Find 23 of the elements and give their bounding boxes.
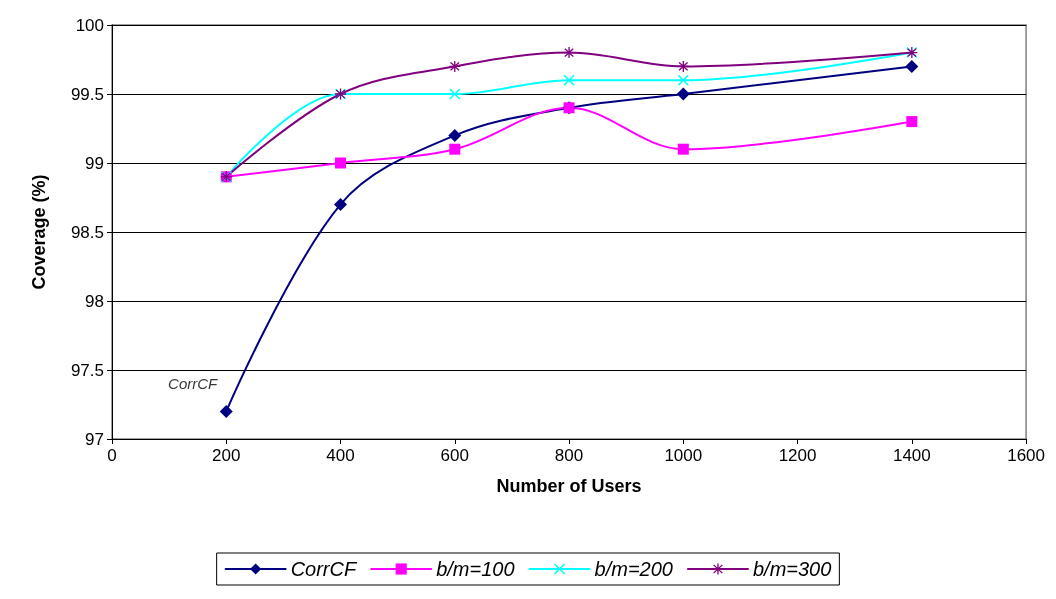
legend-label: b/m=200 <box>594 558 673 580</box>
y-tick-label: 97.5 <box>70 360 104 380</box>
y-axis-title: Coverage (%) <box>29 174 49 290</box>
y-tick-label: 97 <box>85 429 104 449</box>
x-tick-label: 1400 <box>892 446 931 465</box>
x-tick-label: 800 <box>554 446 584 465</box>
y-tick-label: 98.5 <box>70 222 104 242</box>
y-tick-label: 100 <box>75 15 104 35</box>
x-tick-label: 1000 <box>664 446 703 465</box>
legend-label: b/m=100 <box>436 558 515 580</box>
y-tick-label: 99.5 <box>70 84 104 104</box>
x-tick-label: 600 <box>440 446 469 465</box>
legend-label: CorrCF <box>290 558 358 580</box>
x-tick-label: 0 <box>107 446 117 465</box>
legend-label: b/m=300 <box>752 558 832 580</box>
x-tick-label: 1200 <box>778 446 817 465</box>
y-tick-label: 98 <box>85 291 104 311</box>
annotation: CorrCF <box>168 374 219 392</box>
x-tick-label: 200 <box>212 446 241 465</box>
x-tick-label: 1600 <box>1007 446 1045 465</box>
x-axis-title: Number of Users <box>496 476 642 496</box>
x-tick-label: 400 <box>326 446 355 465</box>
y-tick-label: 99 <box>85 153 104 173</box>
